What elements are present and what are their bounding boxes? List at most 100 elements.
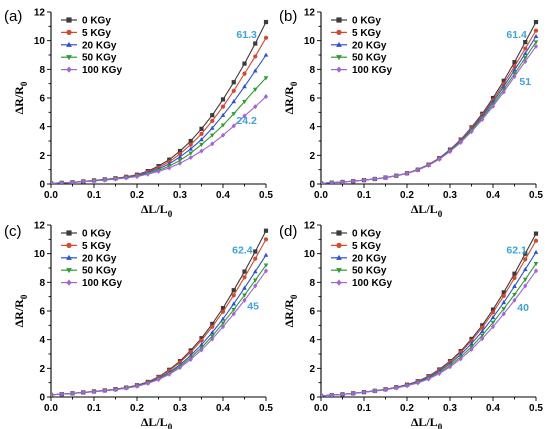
legend-marker bbox=[336, 230, 342, 236]
data-point bbox=[209, 125, 215, 130]
legend-label: 20 KGy bbox=[82, 253, 117, 264]
data-point bbox=[220, 112, 226, 117]
data-point bbox=[199, 131, 204, 136]
data-point bbox=[415, 167, 420, 173]
data-point bbox=[220, 104, 226, 109]
data-point bbox=[220, 324, 226, 330]
x-tick-label: 0.0 bbox=[314, 190, 328, 201]
x-tick-label: 0.5 bbox=[259, 190, 273, 201]
data-point bbox=[523, 283, 528, 289]
legend-marker bbox=[66, 230, 72, 236]
data-point bbox=[242, 297, 247, 303]
x-axis-title-main: ΔL/L bbox=[411, 202, 438, 216]
data-point bbox=[522, 51, 528, 56]
panel-a: (a)0.0 0.1 0.2 0.3 0.4 0.5024681012ΔL/L0ΔR/R0… bbox=[4, 8, 273, 220]
annotation-label: 51 bbox=[519, 76, 531, 88]
y-axis-title-sub: 0 bbox=[289, 81, 299, 86]
data-point bbox=[394, 173, 399, 179]
data-point bbox=[188, 154, 193, 161]
data-point bbox=[188, 142, 193, 147]
data-point bbox=[199, 342, 204, 347]
legend-label: 5 KGy bbox=[82, 28, 111, 39]
data-point bbox=[199, 338, 204, 343]
x-axis-title: ΔL/L0 bbox=[411, 415, 443, 429]
data-point bbox=[167, 165, 172, 171]
y-tick-label: 6 bbox=[309, 94, 315, 105]
data-point bbox=[533, 33, 539, 39]
data-point bbox=[177, 151, 183, 156]
data-point bbox=[523, 46, 528, 51]
panel-label: (c) bbox=[4, 223, 22, 240]
legend-label: 0 KGy bbox=[82, 16, 111, 27]
x-tick-label: 0.4 bbox=[486, 190, 500, 201]
data-point bbox=[177, 365, 183, 371]
legend-label: 0 KGy bbox=[82, 229, 111, 240]
data-point bbox=[512, 271, 517, 276]
data-point bbox=[156, 168, 161, 174]
x-tick-label: 0.3 bbox=[173, 190, 187, 201]
data-point bbox=[533, 238, 539, 243]
data-point bbox=[480, 116, 485, 123]
plot-area bbox=[51, 19, 269, 184]
data-point bbox=[188, 146, 194, 151]
data-point bbox=[242, 113, 247, 119]
data-point bbox=[533, 231, 539, 236]
x-axis-title-main: ΔL/L bbox=[141, 202, 168, 216]
data-point bbox=[469, 346, 474, 352]
x-axis-title-sub: 0 bbox=[438, 422, 443, 429]
data-point bbox=[263, 268, 269, 274]
x-tick-label: 0.2 bbox=[400, 190, 414, 201]
data-point bbox=[512, 275, 517, 281]
data-point bbox=[501, 307, 507, 312]
data-point bbox=[209, 133, 215, 138]
x-axis-title-main: ΔL/L bbox=[141, 415, 168, 429]
legend-marker bbox=[336, 254, 342, 260]
y-axis-title: ΔR/R0 bbox=[12, 81, 29, 114]
data-point bbox=[145, 171, 150, 177]
x-tick-label: 0.0 bbox=[44, 403, 58, 414]
annotation-label: 62.1 bbox=[506, 245, 527, 257]
annotation-label: 24.2 bbox=[236, 115, 257, 127]
data-point bbox=[199, 148, 204, 154]
y-axis-title-main: ΔR/R bbox=[282, 299, 296, 328]
y-tick-label: 8 bbox=[39, 278, 45, 289]
y-axis-title-sub: 0 bbox=[289, 294, 299, 299]
data-point bbox=[501, 290, 506, 295]
legend-marker bbox=[66, 268, 72, 274]
data-point bbox=[458, 139, 463, 145]
data-point bbox=[252, 68, 258, 73]
panel-d: (d)0.0 0.1 0.2 0.3 0.4 0.5024681012ΔL/L0ΔR/R0… bbox=[279, 221, 543, 429]
plot-area bbox=[321, 19, 539, 184]
y-tick-label: 10 bbox=[34, 36, 46, 47]
data-point bbox=[220, 123, 226, 128]
data-point bbox=[263, 52, 269, 57]
panel-c: (c)0.0 0.1 0.2 0.3 0.4 0.5024681012ΔL/L0ΔR/R0… bbox=[4, 221, 273, 429]
y-tick-label: 0 bbox=[309, 180, 315, 191]
legend-marker bbox=[336, 41, 342, 47]
data-point bbox=[351, 178, 356, 184]
legend-marker bbox=[66, 254, 72, 260]
data-point bbox=[447, 364, 453, 370]
data-point bbox=[199, 137, 204, 142]
x-tick-label: 0.4 bbox=[486, 403, 500, 414]
data-point bbox=[523, 58, 528, 64]
data-point bbox=[242, 71, 247, 76]
x-tick-label: 0.2 bbox=[130, 190, 144, 201]
data-point bbox=[209, 330, 215, 335]
y-tick-label: 0 bbox=[309, 393, 315, 404]
data-point bbox=[480, 323, 485, 328]
data-point bbox=[501, 89, 506, 95]
x-tick-label: 0.1 bbox=[357, 403, 371, 414]
legend-label: 50 KGy bbox=[82, 53, 117, 64]
x-axis-title: ΔL/L0 bbox=[411, 202, 443, 219]
data-point bbox=[188, 138, 193, 144]
data-point bbox=[51, 392, 54, 397]
data-point bbox=[177, 148, 183, 154]
legend-label: 20 KGy bbox=[352, 40, 387, 51]
legend-label: 20 KGy bbox=[82, 40, 117, 51]
data-point bbox=[231, 293, 236, 298]
data-point bbox=[199, 126, 204, 131]
data-point bbox=[263, 76, 269, 81]
x-tick-label: 0.3 bbox=[173, 403, 187, 414]
data-point bbox=[437, 156, 442, 162]
